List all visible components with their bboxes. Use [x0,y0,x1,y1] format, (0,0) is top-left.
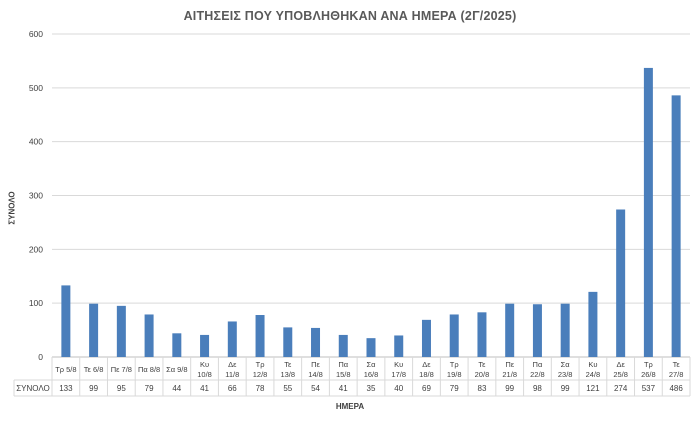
x-tick-label: Πε 7/8 [111,365,132,374]
x-tick-label: Σα 9/8 [166,365,187,374]
x-tick-label: Τε 6/8 [84,365,104,374]
data-value-label: 98 [533,384,542,393]
data-value-label: 41 [200,384,209,393]
x-tick-label: 19/8 [447,370,462,379]
y-tick-label: 0 [38,352,43,362]
x-tick-label: Σα [367,360,377,369]
x-tick-label: Κυ [200,360,209,369]
y-tick-label: 300 [29,191,43,201]
x-tick-label: Τρ [256,360,265,369]
x-tick-label: Τε [284,360,292,369]
bar [477,312,487,357]
bar [560,303,570,357]
x-tick-label: Δε [228,360,237,369]
x-tick-label: 16/8 [364,370,379,379]
data-value-label: 55 [283,384,292,393]
bar [311,327,321,357]
x-tick-label: 26/8 [641,370,656,379]
x-tick-label: Τε [673,360,681,369]
bar [449,314,459,357]
x-tick-label: 23/8 [558,370,573,379]
data-value-label: 133 [59,384,73,393]
x-tick-label: 24/8 [586,370,601,379]
x-tick-label: 25/8 [613,370,628,379]
bar [172,333,182,357]
series-label: ΣΥΝΟΛΟ [16,384,50,393]
x-tick-label: Τρ [644,360,653,369]
data-value-label: 79 [145,384,154,393]
x-tick-label: Πα [338,360,348,369]
data-value-label: 95 [117,384,126,393]
data-value-label: 99 [561,384,570,393]
bar [394,335,404,357]
bar [144,314,154,357]
bar [616,209,626,357]
x-tick-label: 20/8 [475,370,490,379]
bar [671,95,681,358]
x-tick-label: Πα [533,360,543,369]
y-tick-label: 600 [29,29,43,39]
x-tick-label: Σα [561,360,571,369]
data-value-label: 99 [505,384,514,393]
x-tick-label: 27/8 [669,370,684,379]
data-value-label: 54 [311,384,320,393]
x-axis-label: ΗΜΕΡΑ [335,402,365,411]
bar [255,315,265,357]
bar [532,304,542,357]
x-tick-label: 22/8 [530,370,545,379]
data-value-label: 44 [172,384,181,393]
bar [421,319,431,357]
bar [283,327,293,357]
x-tick-label: Κυ [588,360,597,369]
x-tick-label: 14/8 [308,370,323,379]
data-value-label: 78 [256,384,265,393]
x-tick-label: 10/8 [197,370,212,379]
data-value-label: 40 [394,384,403,393]
y-tick-label: 200 [29,244,43,254]
data-value-label: 99 [89,384,98,393]
y-tick-label: 400 [29,137,43,147]
x-tick-label: Πε [311,360,320,369]
x-tick-label: Πα 8/8 [138,365,160,374]
x-tick-label: Τρ 5/8 [55,365,76,374]
x-tick-label: 17/8 [391,370,406,379]
bar [200,334,210,357]
bar [588,291,598,357]
x-tick-label: Δε [616,360,625,369]
x-tick-label: 13/8 [280,370,295,379]
x-tick-label: Τε [478,360,486,369]
data-value-label: 35 [367,384,376,393]
data-value-label: 274 [614,384,628,393]
bar [227,321,237,357]
chart-title: ΑΙΤΗΣΕΙΣ ΠΟΥ ΥΠΟΒΛΗΘΗΚΑΝ ΑΝΑ ΗΜΕΡΑ (2Γ/2… [183,9,517,23]
data-value-label: 486 [669,384,683,393]
bar [338,334,348,357]
y-tick-label: 100 [29,298,43,308]
data-value-label: 79 [450,384,459,393]
x-tick-label: 12/8 [253,370,268,379]
x-tick-label: Δε [422,360,431,369]
data-value-label: 83 [478,384,487,393]
bar [505,303,515,357]
bar [89,303,99,357]
bar [116,305,126,357]
bar [366,338,376,357]
data-value-label: 66 [228,384,237,393]
x-tick-label: Τρ [450,360,459,369]
bar [643,67,653,357]
bar [61,285,71,357]
x-tick-label: 15/8 [336,370,351,379]
x-tick-label: 11/8 [225,370,239,379]
data-value-label: 537 [642,384,656,393]
x-tick-label: Πε [505,360,514,369]
data-value-label: 121 [586,384,600,393]
x-tick-label: 18/8 [419,370,434,379]
x-tick-label: Κυ [394,360,403,369]
y-tick-label: 500 [29,83,43,93]
data-value-label: 41 [339,384,348,393]
data-value-label: 69 [422,384,431,393]
x-tick-label: 21/8 [502,370,517,379]
